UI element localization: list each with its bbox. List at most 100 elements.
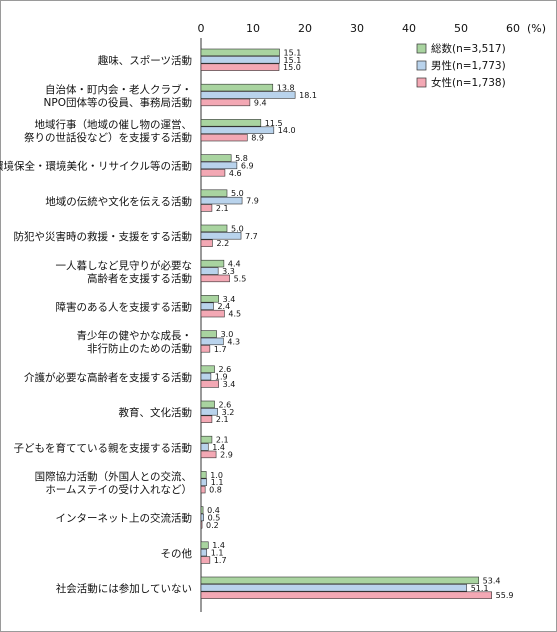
- data-label: 4.3: [227, 337, 240, 346]
- data-label: 18.1: [299, 91, 317, 100]
- data-label: 14.0: [278, 126, 296, 135]
- bar: [200, 169, 226, 177]
- data-label: 1.9: [215, 373, 228, 382]
- data-label: 8.9: [251, 134, 264, 143]
- bar: [200, 400, 215, 409]
- bar: [200, 365, 215, 373]
- data-label: 1.4: [212, 541, 225, 550]
- category-label: 環境保全・環境美化・リサイクル等の活動: [0, 160, 192, 173]
- legend-label: 男性(n=1,773): [431, 59, 506, 72]
- bar: [200, 548, 208, 557]
- data-label: 0.4: [207, 506, 220, 515]
- data-label: 5.8: [235, 154, 248, 163]
- bar: [200, 372, 212, 381]
- bar: [200, 91, 296, 99]
- bar: [200, 83, 274, 92]
- x-tick-label: 10: [246, 22, 260, 35]
- x-tick-label: 30: [350, 22, 364, 35]
- data-label: 7.9: [246, 197, 259, 206]
- category-label: その他: [161, 547, 193, 560]
- category-label: 社会活動には参加していない: [56, 582, 192, 595]
- data-label: 2.2: [216, 239, 229, 248]
- category-label: インターネット上の交流活動: [56, 512, 193, 525]
- bar: [200, 541, 209, 549]
- bar: [200, 380, 219, 388]
- category-label: 趣味、スポーツ活動: [98, 54, 192, 67]
- bar: [200, 337, 224, 346]
- data-label: 1.4: [212, 443, 225, 452]
- bar: [200, 56, 280, 64]
- data-label: 5.0: [231, 224, 244, 233]
- category-label: 祭りの世話役など）を支援する活動: [24, 131, 192, 144]
- bar: [200, 302, 214, 310]
- bar: [200, 224, 228, 233]
- data-label: 7.7: [245, 232, 258, 241]
- data-label: 0.8: [209, 486, 222, 495]
- bar: [200, 189, 228, 197]
- data-label: 4.6: [229, 169, 242, 178]
- data-label: 6.9: [241, 161, 254, 170]
- data-label: 15.0: [283, 63, 301, 72]
- bar: [200, 204, 213, 212]
- data-label: 3.3: [222, 267, 235, 276]
- data-label: 2.6: [219, 400, 232, 409]
- category-label: 自治体・町内会・老人クラブ・: [45, 83, 192, 96]
- bar: [200, 485, 206, 494]
- bar: [200, 556, 211, 564]
- data-label: 3.2: [222, 408, 235, 417]
- category-label: 障害のある人を支援する活動: [56, 301, 193, 314]
- bar: [200, 408, 218, 416]
- category-label: 子どもを育てている親を支援する活動: [14, 441, 193, 454]
- bar: [200, 471, 207, 479]
- x-tick-label: 60: [506, 22, 520, 35]
- data-label: 55.9: [496, 591, 514, 600]
- data-label: 4.4: [228, 260, 241, 269]
- bar: [200, 259, 225, 268]
- legend-swatch: [416, 43, 427, 54]
- data-label: 15.1: [284, 48, 302, 57]
- bar: [200, 309, 225, 318]
- data-label: 11.5: [265, 119, 283, 128]
- bar: [200, 196, 243, 205]
- x-tick-label: 20: [298, 22, 312, 35]
- legend-label: 女性(n=1,738): [431, 76, 506, 89]
- x-tick-label: 50: [454, 22, 468, 35]
- data-label: 1.0: [210, 471, 223, 480]
- category-label: 国際協力活動（外国人との交流、: [35, 470, 192, 483]
- category-label: NPO団体等の役員、事務局活動: [44, 96, 192, 109]
- bar: [200, 506, 204, 514]
- category-label: 介護が必要な高齢者を支援する活動: [24, 371, 192, 384]
- bar: [200, 274, 230, 283]
- data-label: 2.6: [219, 365, 232, 374]
- data-label: 2.1: [216, 415, 229, 424]
- data-label: 51.1: [471, 584, 489, 593]
- category-label: 非行防止のための活動: [87, 342, 192, 355]
- data-label: 3.4: [223, 380, 236, 389]
- x-tick-label: 40: [402, 22, 416, 35]
- data-label: 1.1: [211, 478, 224, 487]
- bar: [200, 478, 208, 486]
- axis-unit-label: (%): [527, 22, 546, 35]
- bar: [200, 521, 203, 529]
- bar: [200, 119, 262, 127]
- data-label: 0.5: [208, 513, 221, 522]
- bar: [200, 154, 232, 162]
- data-label: 2.1: [216, 436, 229, 445]
- bar: [200, 584, 468, 592]
- bar: [200, 267, 219, 275]
- bar: [200, 443, 209, 451]
- category-label: 高齢者を支援する活動: [87, 272, 192, 285]
- category-label: 防犯や災害時の救援・支援をする活動: [14, 230, 193, 243]
- data-label: 15.1: [284, 56, 302, 65]
- bar: [200, 345, 211, 353]
- bar: [200, 450, 217, 459]
- bar: [200, 415, 213, 423]
- category-label: 教育、文化活動: [119, 406, 193, 419]
- bar: [200, 330, 217, 338]
- bar: [200, 63, 280, 71]
- data-label: 4.5: [228, 310, 241, 319]
- legend-label: 総数(n=3,517): [431, 42, 506, 55]
- category-label: 一人暮しなど見守りが必要な: [56, 259, 193, 272]
- bar: [200, 98, 251, 107]
